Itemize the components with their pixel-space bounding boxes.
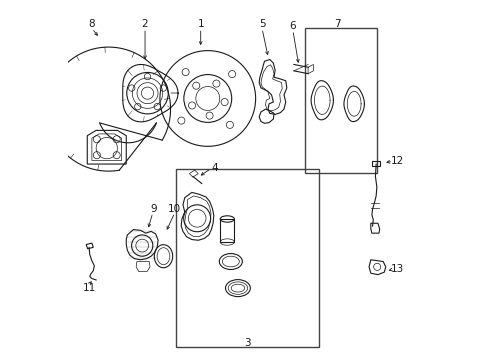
Text: 13: 13 — [391, 264, 404, 274]
Bar — [305, 28, 377, 173]
Bar — [220, 219, 234, 242]
Text: 4: 4 — [212, 163, 218, 172]
Text: 3: 3 — [245, 338, 251, 348]
Text: 7: 7 — [334, 19, 341, 29]
Text: 6: 6 — [290, 21, 296, 31]
Text: 9: 9 — [150, 204, 157, 214]
Text: 5: 5 — [259, 19, 265, 29]
Text: 11: 11 — [82, 283, 96, 293]
Text: 8: 8 — [89, 19, 95, 29]
Text: 1: 1 — [197, 19, 204, 29]
Bar — [176, 169, 319, 347]
Text: 12: 12 — [391, 156, 404, 166]
Text: 2: 2 — [142, 19, 148, 29]
Text: 10: 10 — [168, 204, 181, 214]
